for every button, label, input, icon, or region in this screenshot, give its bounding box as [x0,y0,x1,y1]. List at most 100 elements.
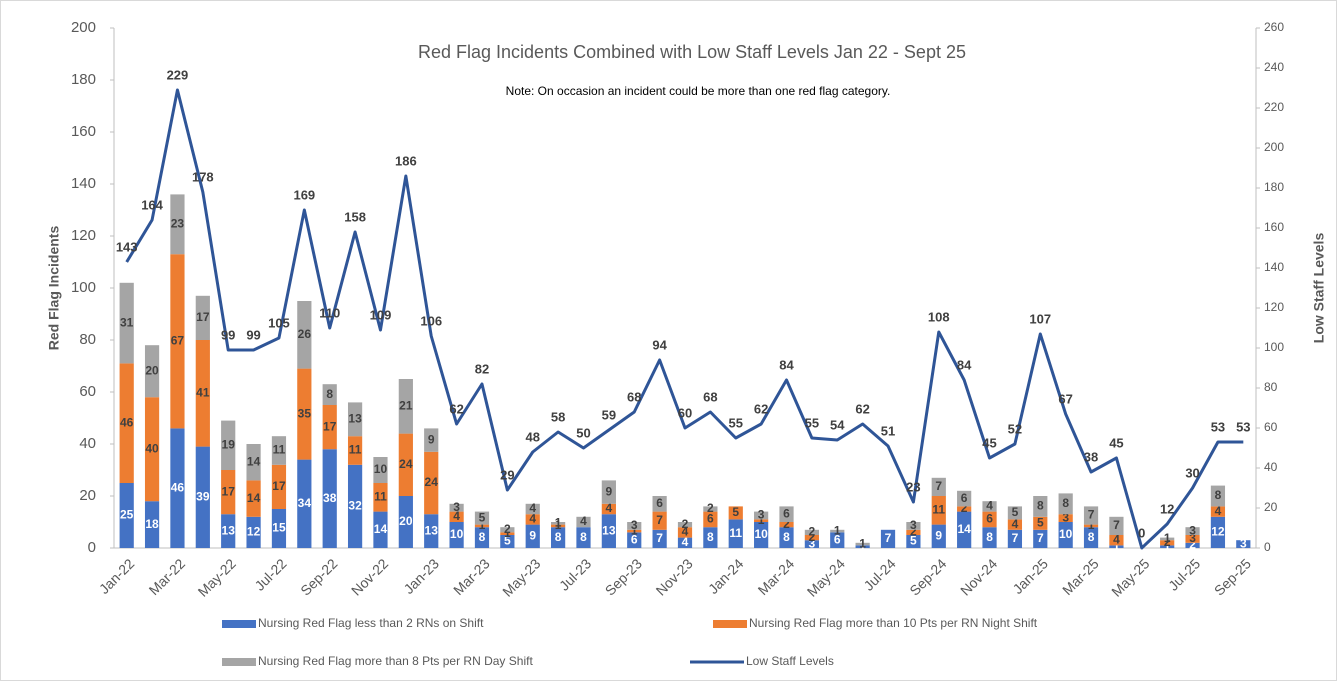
data-label: 4 [580,514,587,528]
line-label: 94 [652,337,667,352]
line-label: 106 [420,313,442,328]
line-label: 60 [678,405,692,420]
line-label: 143 [116,239,138,254]
line-label: 68 [703,389,717,404]
y2-axis-title: Low Staff Levels [1311,233,1327,344]
data-label: 7 [1113,518,1120,532]
data-label: 1 [834,523,841,537]
bar-segment [170,254,185,429]
bar-segment [424,514,439,548]
data-label: 32 [348,499,362,513]
y-tick-label: 120 [71,227,96,244]
data-label: 3 [1062,510,1069,524]
bar-segment [703,527,718,548]
bar-segment [906,535,921,548]
bar-segment [398,496,413,548]
bar-segment [754,522,769,548]
bar-segment [627,532,642,548]
bar-segment [1160,537,1175,541]
data-label: 39 [196,489,210,503]
data-label: 8 [555,530,562,544]
bar-segment [652,496,667,512]
bar-segment [246,444,261,481]
line-label: 53 [1236,419,1250,434]
data-label: 2 [504,522,511,536]
data-label: 7 [656,513,663,527]
bar-segment [271,464,287,509]
data-label: 8 [326,387,333,401]
bar-segment [398,433,413,496]
bar-segment [754,519,769,522]
data-label: 7 [656,531,663,545]
bar-segment [195,340,210,447]
data-label: 2 [910,525,917,539]
data-label: 4 [529,501,536,515]
line-label: 59 [602,407,616,422]
data-label: 10 [450,527,464,541]
data-label: 3 [910,518,917,532]
line-label: 164 [141,197,163,212]
legend-swatch [713,620,747,628]
line-label: 105 [268,315,290,330]
data-label: 5 [479,510,486,524]
line-label: 23 [906,479,920,494]
bar-segment [703,511,718,528]
bar-segment [424,451,439,515]
line-label: 53 [1211,419,1225,434]
y-tick-label: 40 [79,435,96,452]
line-label: 55 [729,415,743,430]
bar-segment [677,537,693,548]
bar-segment [880,529,896,548]
data-label: 6 [961,491,968,505]
line-label: 54 [830,417,845,432]
legend-label: Nursing Red Flag more than 8 Pts per RN … [258,654,533,668]
bar-segment [500,527,515,533]
data-label: 4 [986,499,993,513]
data-label: 1 [631,523,638,537]
data-label: 17 [196,310,210,324]
data-label: 8 [1037,499,1044,513]
bar-segment [728,506,743,520]
y2-tick-label: 60 [1264,420,1278,434]
data-label: 5 [1037,515,1044,529]
bar-segment [373,457,388,483]
bar-segment [525,524,540,548]
y2-tick-label: 120 [1264,300,1284,314]
y2-tick-label: 40 [1264,460,1278,474]
data-label: 8 [986,530,993,544]
bar-segment [1058,514,1073,522]
data-label: 14 [247,491,261,505]
bar-segment [322,449,337,548]
data-label: 9 [935,528,942,542]
data-label: 1 [555,515,562,529]
bar-segment [170,194,185,255]
bar-segment [779,506,794,522]
line-label: 50 [576,425,590,440]
bar-segment [1083,527,1099,548]
bar-segment [627,529,642,533]
data-label: 10 [1059,527,1073,541]
chart-subtitle: Note: On occasion an incident could be m… [506,84,891,98]
bar-segment [347,402,363,437]
y2-tick-label: 140 [1264,260,1284,274]
data-label: 18 [145,517,159,531]
bar-segment [195,295,210,340]
legend-label: Nursing Red Flag less than 2 RNs on Shif… [258,616,484,630]
line-label: 178 [192,169,214,184]
data-label: 11 [729,526,742,540]
bar-segment [1160,545,1175,548]
data-label: 13 [602,523,616,537]
bar-segment [246,480,261,517]
bar-segment [601,514,616,548]
data-label: 10 [374,462,388,476]
bar-segment [576,516,591,528]
data-label: 7 [1088,508,1095,522]
y2-tick-label: 160 [1264,220,1284,234]
line-label: 107 [1029,311,1051,326]
line-label: 45 [982,435,996,450]
bar-segment [957,506,972,512]
bar-segment [1058,493,1073,515]
bar-segment [931,477,946,496]
bar-segment [1007,519,1023,530]
